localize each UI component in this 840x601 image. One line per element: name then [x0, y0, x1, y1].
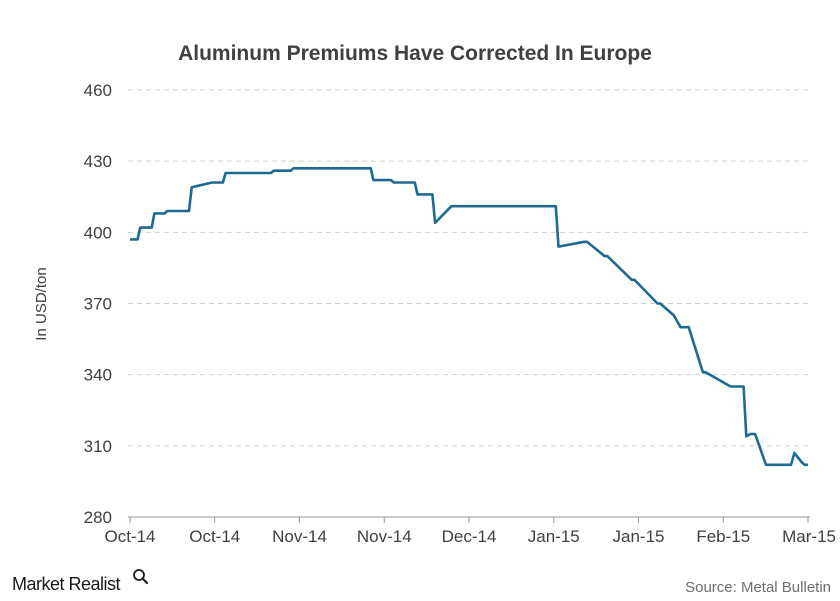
y-axis-ticks: 280 310 340 370 400 430 460	[84, 81, 112, 527]
chart-title: Aluminum Premiums Have Corrected In Euro…	[178, 42, 652, 65]
source-note: Source: Metal Bulletin	[685, 579, 831, 596]
x-tick-label: Nov-14	[272, 527, 327, 546]
x-tick-label: Jan-15	[613, 527, 665, 546]
x-tick-label: Nov-14	[357, 527, 412, 546]
y-tick-label: 310	[84, 437, 112, 456]
y-axis-label: In USD/ton	[33, 267, 50, 340]
series-line	[130, 167, 808, 467]
brand-logo-text: Market Realist	[12, 574, 121, 594]
gridlines	[128, 89, 810, 447]
y-tick-label: 430	[84, 152, 112, 171]
y-tick-label: 280	[84, 508, 112, 527]
x-tick-label: Jan-15	[528, 527, 580, 546]
x-axis-ticks: Oct-14 Oct-14 Nov-14 Nov-14 Dec-14 Jan-15 Jan-…	[104, 517, 836, 546]
y-tick-label: 340	[84, 366, 112, 385]
x-tick-label: Mar-15	[782, 527, 836, 546]
y-tick-label: 370	[84, 295, 112, 314]
x-tick-label: Oct-14	[104, 527, 155, 546]
x-tick-label: Dec-14	[442, 527, 497, 546]
x-tick-label: Feb-15	[696, 527, 750, 546]
magnifier-icon	[133, 569, 149, 585]
x-tick-label: Oct-14	[189, 527, 240, 546]
y-tick-label: 460	[84, 81, 112, 100]
series-group	[130, 167, 808, 467]
y-tick-label: 400	[84, 223, 112, 242]
